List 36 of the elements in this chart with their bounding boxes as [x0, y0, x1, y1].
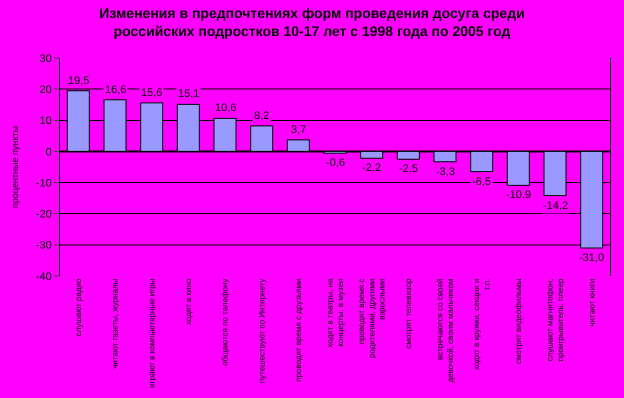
data-label: -14,2 [543, 200, 568, 212]
x-tick-label: слушают радио [74, 278, 83, 336]
x-tick-label: ходят в кино [184, 278, 193, 325]
y-tick-label: 20 [40, 84, 52, 96]
y-tick-label: -40 [36, 270, 52, 283]
data-label: -0,6 [326, 157, 345, 169]
x-tick-label: играют в компьютерные игры [147, 278, 156, 388]
data-label: 16,6 [105, 84, 126, 96]
x-tick-label: смотрят видеофильмы [514, 278, 523, 364]
y-tick-label: -10 [36, 177, 52, 190]
data-label: 3,7 [291, 124, 306, 136]
y-tick-label: -20 [36, 208, 52, 221]
y-tick-label: 0 [46, 146, 52, 158]
data-label: 15,1 [178, 88, 200, 100]
data-label: -31,0 [579, 252, 604, 264]
data-label: -3,3 [436, 166, 455, 178]
y-tick-label: 10 [40, 115, 52, 128]
y-tick-label: 30 [40, 52, 52, 65]
data-label: -2,2 [362, 162, 381, 174]
data-label: -6,5 [472, 176, 491, 188]
data-label: 10,6 [215, 102, 236, 114]
x-tick-label: проводят время с друзьями [294, 278, 303, 382]
x-tick-label: путешествуют по Интернету [257, 278, 266, 384]
x-tick-label: смотрят телевизор [404, 278, 413, 349]
y-tick-label: -30 [36, 240, 52, 252]
y-axis-title: процентные пункты [10, 126, 20, 208]
x-tick-label: читают книги [587, 278, 596, 327]
data-label: 8,2 [254, 110, 270, 122]
data-label: 15,6 [141, 87, 162, 99]
data-label: -10,9 [506, 189, 532, 201]
data-label: -2,5 [399, 163, 418, 175]
chart-title: Изменения в предпочтениях форм проведения досуга среди российских подростков 10-17 лет с 1998 года по 2005 год [99, 4, 525, 40]
x-tick-label: читают газеты, журналы [110, 278, 120, 369]
data-label: 19,5 [68, 75, 90, 87]
x-tick-label: общаются по телефону [220, 278, 230, 366]
x-tick-label: ходят в кружки, секции и т.п. [472, 278, 492, 370]
